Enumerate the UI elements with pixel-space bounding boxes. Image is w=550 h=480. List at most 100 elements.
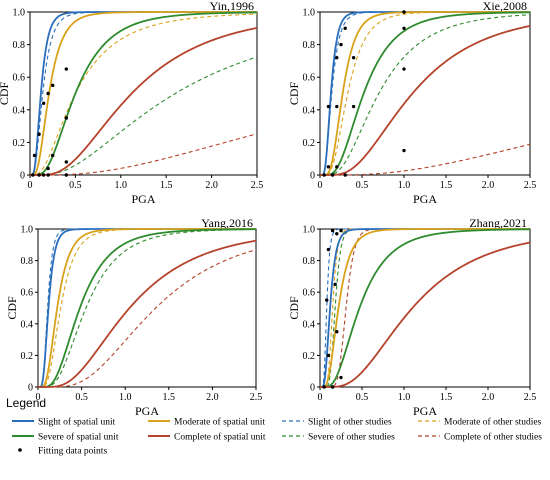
x-tick-label: 0.5 [356,180,369,191]
series-line [320,11,530,176]
legend-item: Complete of other studies [418,432,542,443]
fitting-data-point [335,55,339,60]
x-tick-label: 0 [36,392,41,403]
legend-label: Complete of other studies [444,432,542,443]
fitting-data-point [64,160,69,164]
series-line [30,11,257,176]
fitting-data-point [46,91,50,96]
fitting-data-point [41,173,46,177]
x-tick-label: 0 [318,180,323,191]
fitting-data-point [335,165,339,169]
legend-label: Fitting data points [38,447,107,457]
x-tick-label: 0 [318,392,323,403]
y-tick-label: 0.8 [13,40,26,51]
chart-panel-4: 0 0.5 1.0 1.5 2.0 2.500.20.40.60.81.0PGACDFZh… [287,216,536,418]
fitting-data-point [64,116,69,120]
y-axis-label: CDF [287,296,301,320]
x-tick-label: 2.5 [524,180,537,191]
x-tick-label: 0 [28,180,33,191]
panel-title: Yin,1996 [210,0,254,13]
series-line [320,228,530,388]
x-tick-label: 2.0 [206,392,219,403]
fitting-data-point [343,26,347,30]
legend-items: Slight of spatial unit Moderate of spatia… [12,417,542,457]
legend-item: Moderate of spatial unit [148,417,265,428]
fitting-data-point [339,42,343,47]
fitting-data-point [402,148,406,153]
y-axis-label: CDF [0,82,11,106]
y-tick-label: 0 [28,383,33,394]
fitting-data-point [37,173,41,177]
y-tick-label: 0.4 [13,105,26,116]
fitting-data-point [325,298,329,302]
legend-label: Slight of other studies [308,417,392,428]
x-tick-label: 2.0 [482,392,495,403]
legend-item: Complete of spatial unit [148,432,266,443]
x-tick-label: 2.5 [250,392,263,403]
series-line [320,11,530,176]
legend-item: Slight of other studies [282,417,392,428]
x-tick-label: 2.0 [205,180,218,191]
x-tick-label: 1.5 [160,180,173,191]
chart-panel-2: 0 0.5 1.0 1.5 2.0 2.500.20.40.60.81.0PGACDFXi… [287,0,536,206]
fitting-data-point [343,173,347,177]
fitting-data-point [335,330,339,334]
x-axis-label: PGA [135,404,159,418]
legend-item: Severe of other studies [282,432,395,443]
x-tick-label: 0.5 [356,392,369,403]
panels: 0 0.5 1.0 1.5 2.0 2.500.20.40.60.81.0PGACDFYi… [0,0,536,418]
x-tick-label: 1.5 [163,392,176,403]
series-line [38,228,256,388]
fitting-data-point [37,132,41,136]
fitting-data-point [333,282,337,286]
series-line [320,228,530,388]
x-tick-label: 1.0 [115,180,128,191]
fitting-data-point [41,101,46,105]
fitting-data-point [64,67,69,71]
legend-label: Slight of spatial unit [38,417,116,428]
y-tick-label: 0.8 [303,40,316,51]
y-tick-label: 1.0 [303,8,316,19]
y-tick-label: 0 [310,383,315,394]
fitting-data-point [322,385,326,389]
fitting-data-point [351,104,356,109]
x-tick-label: 2.0 [482,180,495,191]
y-tick-label: 0.2 [21,351,34,362]
y-tick-label: 0.2 [303,351,316,362]
legend: Legend Slight of spatial unit Moderate of… [6,396,542,457]
legend-item: Slight of spatial unit [12,417,116,428]
legend-label: Moderate of spatial unit [174,417,265,428]
legend-label: Severe of other studies [308,432,395,443]
fitting-data-point [326,353,331,358]
panel-title: Yang,2016 [201,216,253,230]
series-line [320,25,530,176]
x-tick-label: 1.0 [398,180,411,191]
fitting-data-point [326,165,331,169]
x-tick-label: 0.5 [69,180,82,191]
fitting-data-point [330,385,335,389]
y-axis-label: CDF [287,82,301,106]
series-line [38,239,256,388]
y-tick-label: 0.4 [303,319,316,330]
fitting-data-point [46,166,50,171]
fitting-data-point [402,26,406,30]
x-axis-label: PGA [131,192,155,206]
fitting-data-point [51,83,55,88]
legend-label: Severe of spatial unit [38,432,119,443]
fitting-data-point [339,375,343,380]
fitting-data-point [335,104,339,109]
chart-panel-1: 0 0.5 1.0 1.5 2.0 2.500.20.40.60.81.0PGACDFYi… [0,0,263,206]
legend-swatch [18,448,22,452]
x-tick-label: 1.5 [440,392,453,403]
y-tick-label: 0.6 [303,288,316,299]
x-axis-label: PGA [413,192,437,206]
y-tick-label: 0.4 [303,105,316,116]
series-line [320,143,530,176]
legend-item: Fitting data points [18,447,107,457]
fitting-data-point [402,10,406,14]
series-line [30,13,257,176]
legend-title: Legend [6,396,46,410]
y-tick-label: 0 [20,171,25,182]
y-tick-label: 1.0 [21,225,34,236]
y-tick-label: 0.2 [13,138,26,149]
